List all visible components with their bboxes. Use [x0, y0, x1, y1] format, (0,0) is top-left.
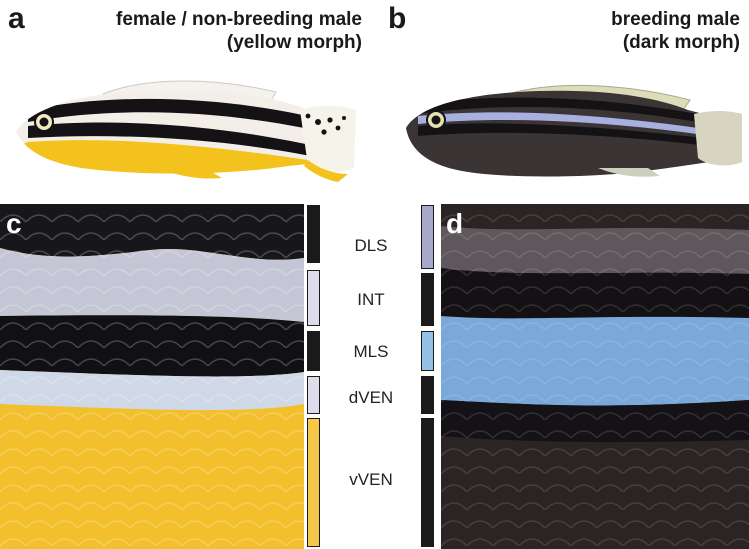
- panel-d-letter: d: [446, 208, 464, 239]
- panel-a-caption-line1: female / non-breeding male: [116, 9, 362, 30]
- panel-a-caption: female / non-breeding male (yellow morph…: [40, 8, 362, 54]
- bar-d-int: [421, 273, 434, 326]
- region-label-dven: dVEN: [348, 388, 394, 407]
- bar-d-vven: [421, 418, 434, 547]
- panel-b-letter: b: [388, 2, 407, 35]
- region-label-vven: vVEN: [349, 470, 393, 489]
- region-label-dls: DLS: [354, 236, 388, 255]
- bar-c-dven: [307, 376, 320, 414]
- region-label-int: INT: [357, 290, 385, 309]
- bar-c-mls: [307, 331, 320, 371]
- bar-c-int: [307, 270, 320, 326]
- bar-d-dven: [421, 376, 434, 414]
- dark-morph-skin-closeup: [441, 204, 749, 549]
- bar-c-vven: [307, 418, 320, 547]
- yellow-morph-fish-photo: [16, 80, 356, 182]
- panel-b-caption-line2: (dark morph): [622, 32, 740, 53]
- bar-c-dls: [307, 205, 320, 263]
- panel-c-letter: c: [6, 208, 22, 239]
- panel-a-letter: a: [8, 2, 25, 35]
- panel-a-caption-line2: (yellow morph): [226, 32, 362, 53]
- panel-b-caption-line1: breeding male: [611, 9, 740, 30]
- panel-b-caption: breeding male (dark morph): [560, 8, 740, 54]
- yellow-morph-skin-closeup: [0, 204, 304, 549]
- bar-d-mls: [421, 331, 434, 371]
- dark-morph-fish-photo: [406, 84, 742, 177]
- region-label-mls: MLS: [353, 342, 389, 361]
- bar-d-dls: [421, 205, 434, 269]
